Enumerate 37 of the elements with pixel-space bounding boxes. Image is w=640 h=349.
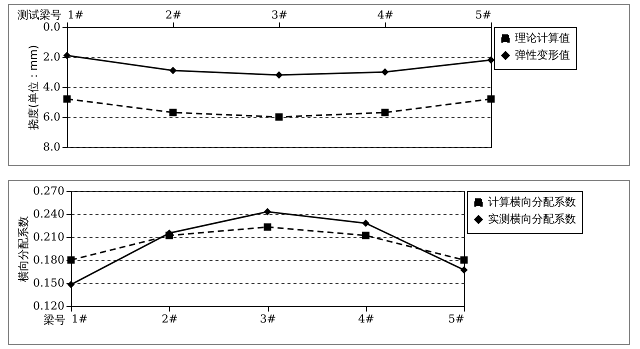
- x-tick-label: 2#: [162, 312, 178, 326]
- x-axis-title: 梁号: [44, 314, 66, 326]
- x-tick-label: 4#: [377, 8, 394, 22]
- legend-label: 弹性变形值: [515, 48, 570, 62]
- point: [362, 219, 370, 227]
- x-tick-label: 4#: [358, 312, 374, 326]
- point: [460, 266, 468, 274]
- x-axis-title: 测试梁号: [18, 8, 62, 22]
- y-tick-label: 0.270: [33, 184, 64, 198]
- y-tick-label: 0.210: [33, 230, 64, 244]
- y-tick-label: 0.150: [33, 276, 64, 290]
- y-tick-label: 0.240: [33, 208, 64, 220]
- legend-label: 计算横向分配系数: [488, 196, 576, 208]
- y-tick-label: 0.120: [33, 300, 64, 312]
- x-tick-label: 5#: [475, 8, 492, 22]
- legend-label: 实测横向分配系数: [488, 212, 576, 226]
- y-tick-label: 0.0: [43, 20, 60, 34]
- point: [275, 71, 283, 79]
- point: [487, 56, 495, 64]
- y-tick-label: 0.180: [33, 254, 64, 266]
- point: [381, 68, 389, 76]
- x-tick-label: 2#: [165, 8, 182, 22]
- point: [264, 208, 272, 216]
- y-axis-title: 挠度(单位：mm): [27, 44, 40, 130]
- x-tick-label: 1#: [68, 8, 84, 22]
- y-tick-label: 8.0: [43, 140, 60, 154]
- point: [362, 232, 370, 240]
- point: [169, 66, 177, 74]
- legend-label: 理论计算值: [515, 32, 570, 44]
- y-tick-label: 2.0: [43, 50, 60, 64]
- x-tick-label: 1#: [72, 312, 88, 326]
- y-axis-title: 横向分配系数: [17, 216, 30, 282]
- x-tick-label: 3#: [271, 8, 288, 22]
- y-tick-label: 6.0: [43, 110, 60, 124]
- x-tick-label: 3#: [260, 312, 276, 326]
- y-tick-label: 4.0: [43, 80, 60, 94]
- x-tick-label: 5#: [448, 312, 464, 326]
